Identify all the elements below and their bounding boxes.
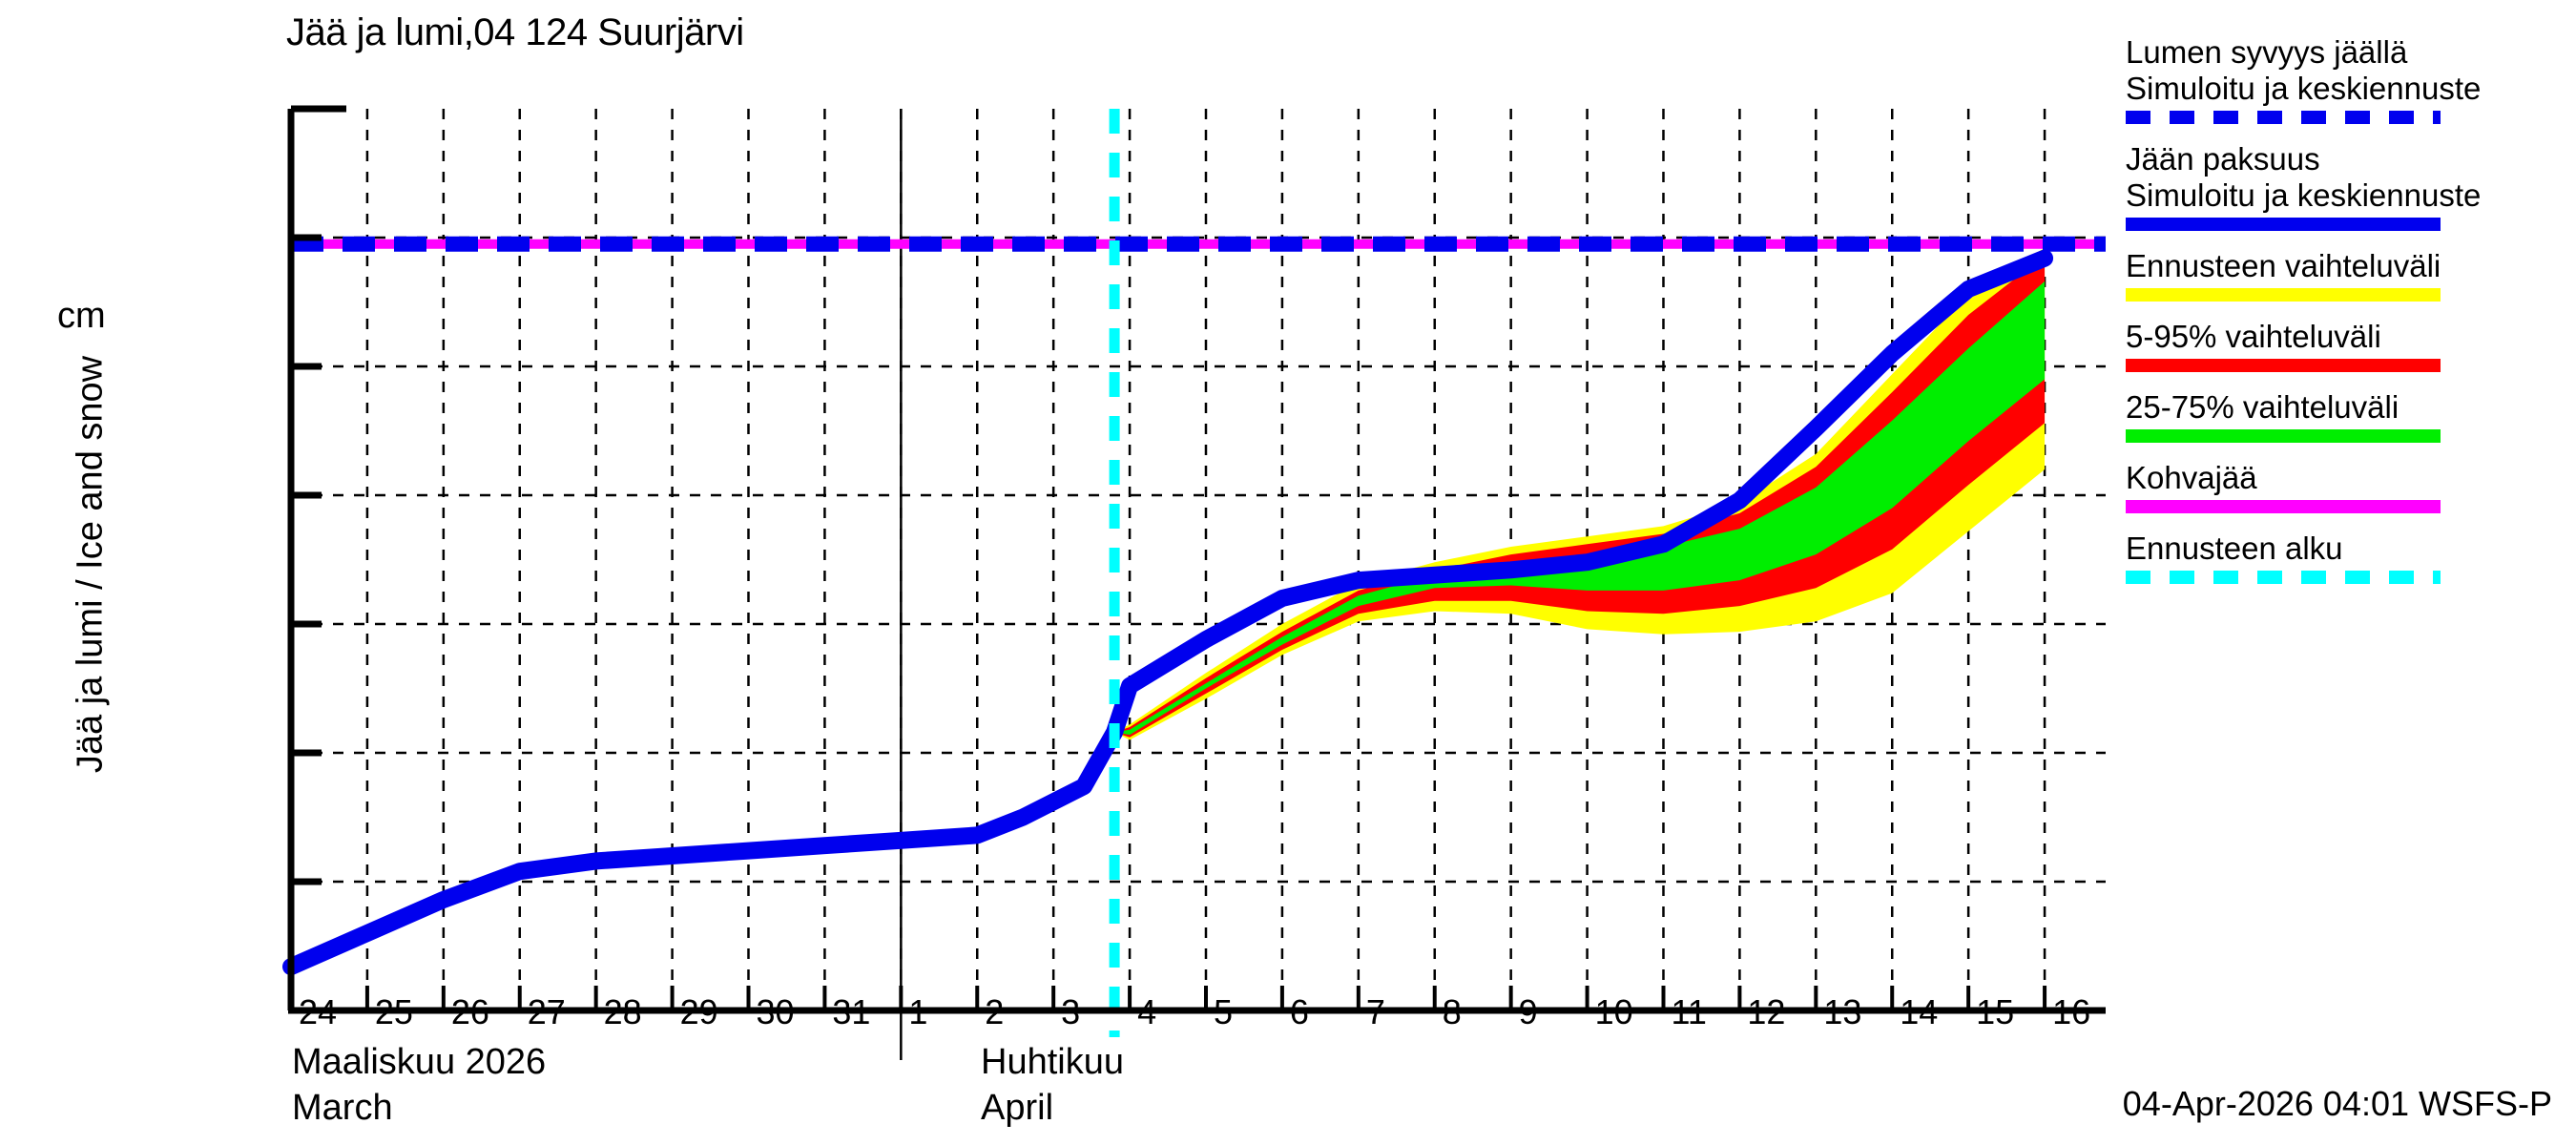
x-month-label-fi-april: Huhtikuu [981,1042,1124,1082]
legend-item-5: Kohvajää [2126,460,2574,513]
legend-swatch-6 [2126,571,2441,584]
page-title: Jää ja lumi,04 124 Suurjärvi [286,11,744,53]
forecast-band-00ee00 [1114,281,2046,736]
legend-item-6: Ennusteen alku [2126,531,2574,584]
legend-item-label: Ennusteen alku [2126,531,2343,566]
legend-item-label: 25-75% vaihteluväli [2126,389,2399,425]
x-month-label-en-april: April [981,1088,1054,1128]
legend-item-label: 5-95% vaihteluväli [2126,319,2381,354]
legend-item-label: Jään paksuus [2126,141,2320,177]
legend-item-label: Lumen syvyys jäällä [2126,34,2408,70]
timestamp-footer: 04-Apr-2026 04:01 WSFS-P [2122,1084,2552,1123]
legend-item-sublabel: Simuloitu ja keskiennuste [2126,177,2482,213]
ice-thickness-line [282,249,2054,976]
legend-item-sublabel: Simuloitu ja keskiennuste [2126,71,2482,106]
legend-item-0: Lumen syvyys jäällä Simuloitu ja keskienn… [2126,34,2574,124]
x-month-label-en-march: March [292,1088,393,1128]
legend-swatch-0 [2126,111,2441,124]
legend-swatch-2 [2126,288,2441,302]
legend-swatch-5 [2126,500,2441,513]
legend-swatch-1 [2126,218,2441,231]
legend-item-label: Kohvajää [2126,460,2257,495]
legend-item-4: 25-75% vaihteluväli [2126,389,2574,443]
x-month-label-fi-march: Maaliskuu 2026 [292,1042,547,1082]
forecast-band-ff0000 [1114,255,2046,738]
legend-swatch-3 [2126,359,2441,372]
legend-item-label: Ennusteen vaihteluväli [2126,248,2441,283]
y-axis-unit: cm [57,296,106,336]
legend-item-2: Ennusteen vaihteluväli [2126,248,2574,302]
chart-legend: Lumen syvyys jäällä Simuloitu ja keskienn… [2126,34,2574,601]
legend-swatch-4 [2126,429,2441,443]
legend-item-3: 5-95% vaihteluväli [2126,319,2574,372]
legend-item-1: Jään paksuus Simuloitu ja keskiennuste [2126,141,2574,231]
